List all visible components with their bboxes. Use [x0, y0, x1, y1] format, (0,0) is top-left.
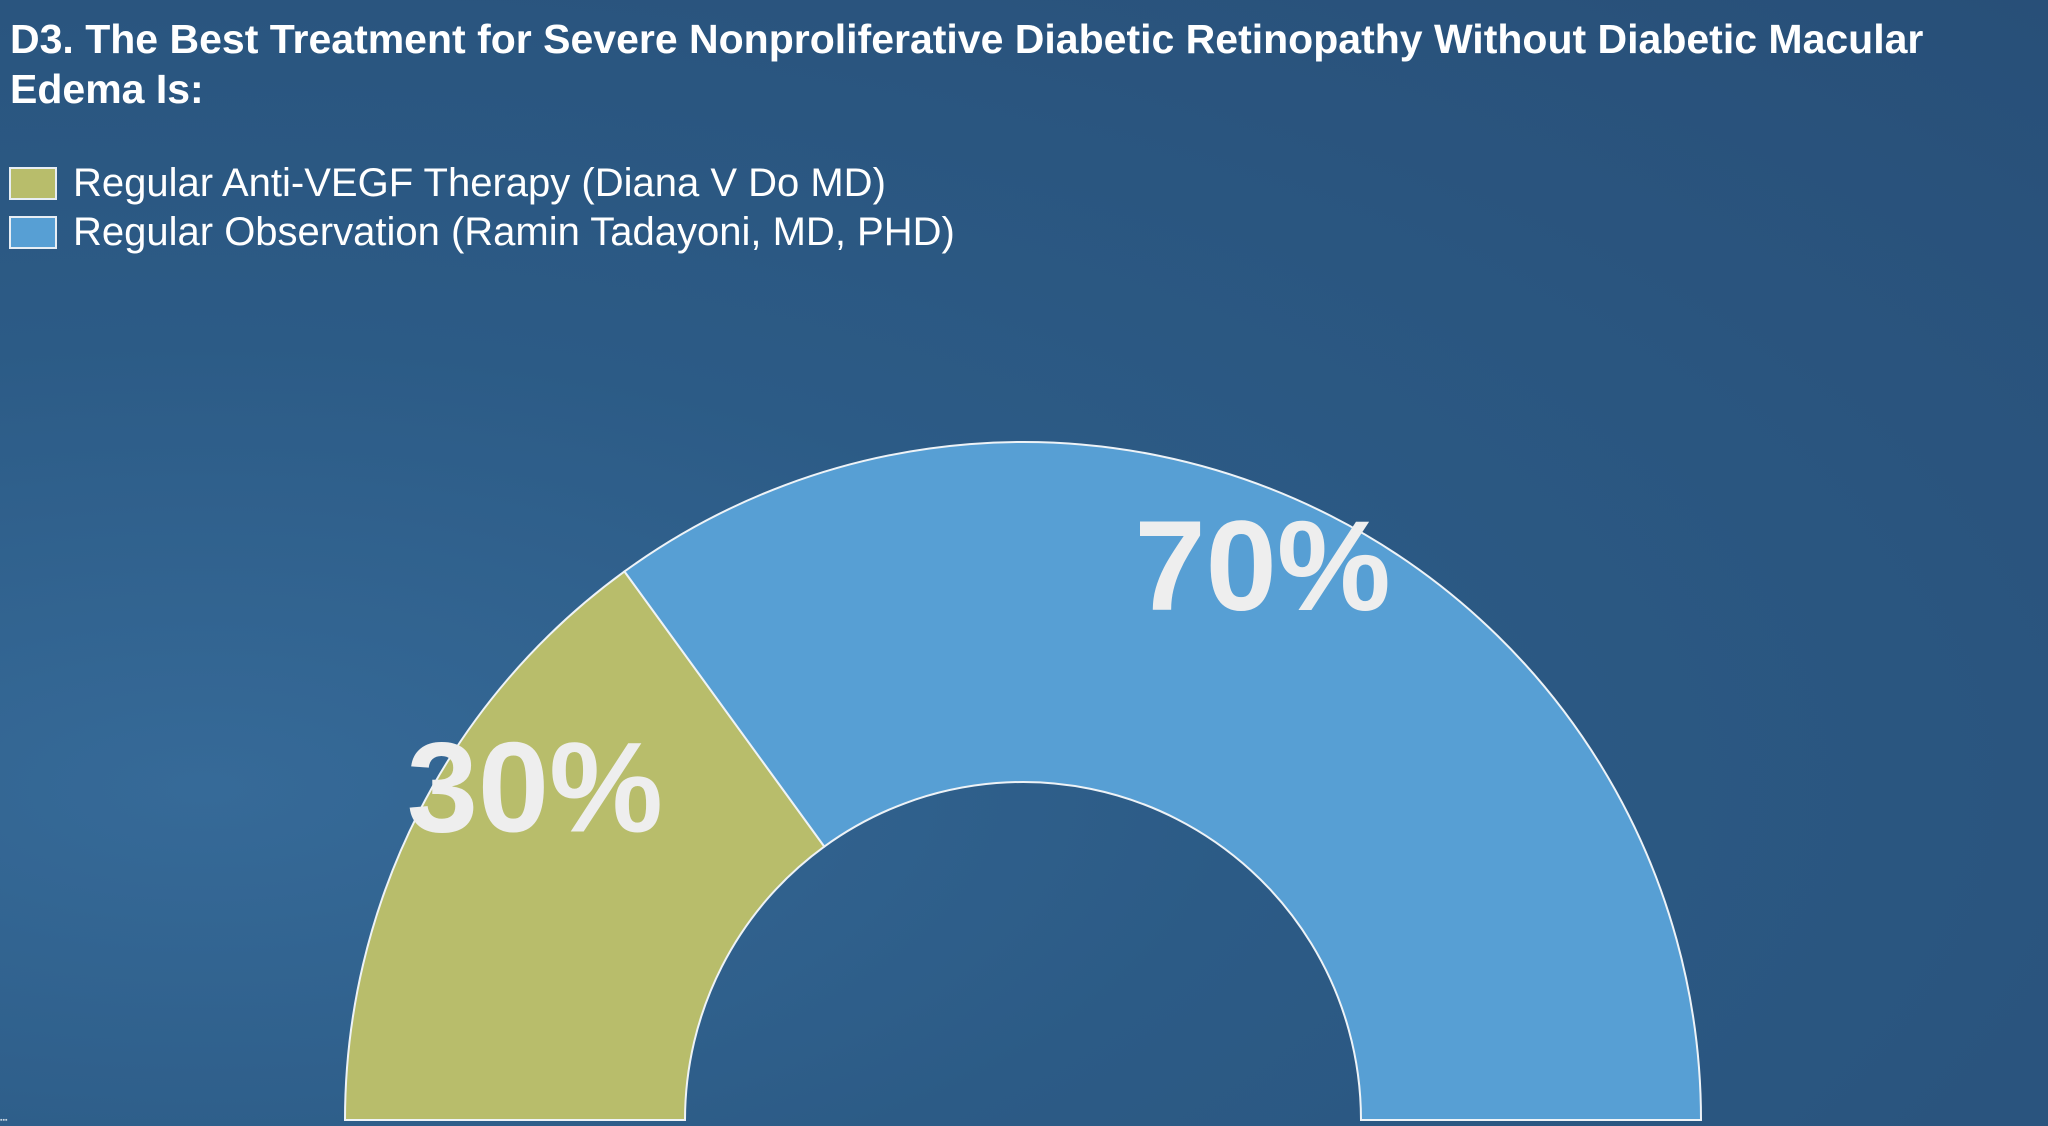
legend-item-observation: Regular Observation (Ramin Tadayoni, MD,… [9, 208, 955, 257]
legend-label-anti-vegf: Regular Anti-VEGF Therapy (Diana V Do MD… [73, 161, 886, 205]
chart-title: D3. The Best Treatment for Severe Nonpro… [10, 16, 1924, 112]
legend-label-observation: Regular Observation (Ramin Tadayoni, MD,… [73, 210, 955, 254]
legend-item-anti-vegf: Regular Anti-VEGF Therapy (Diana V Do MD… [9, 159, 955, 208]
data-label-regular-observation-ramin-tadayoni-md-phd: 70% [1134, 495, 1390, 638]
corner-mark: ▪▪▪ [0, 1117, 8, 1124]
data-label-regular-anti-vegf-therapy-diana-v-do-md: 30% [407, 717, 663, 860]
slice-regular-observation-ramin-tadayoni-md-phd [623, 441, 1703, 1121]
legend-swatch-anti-vegf [9, 167, 57, 200]
slice-regular-anti-vegf-therapy-diana-v-do-md [343, 570, 826, 1121]
legend-swatch-observation [9, 216, 57, 249]
legend: Regular Anti-VEGF Therapy (Diana V Do MD… [9, 159, 955, 257]
